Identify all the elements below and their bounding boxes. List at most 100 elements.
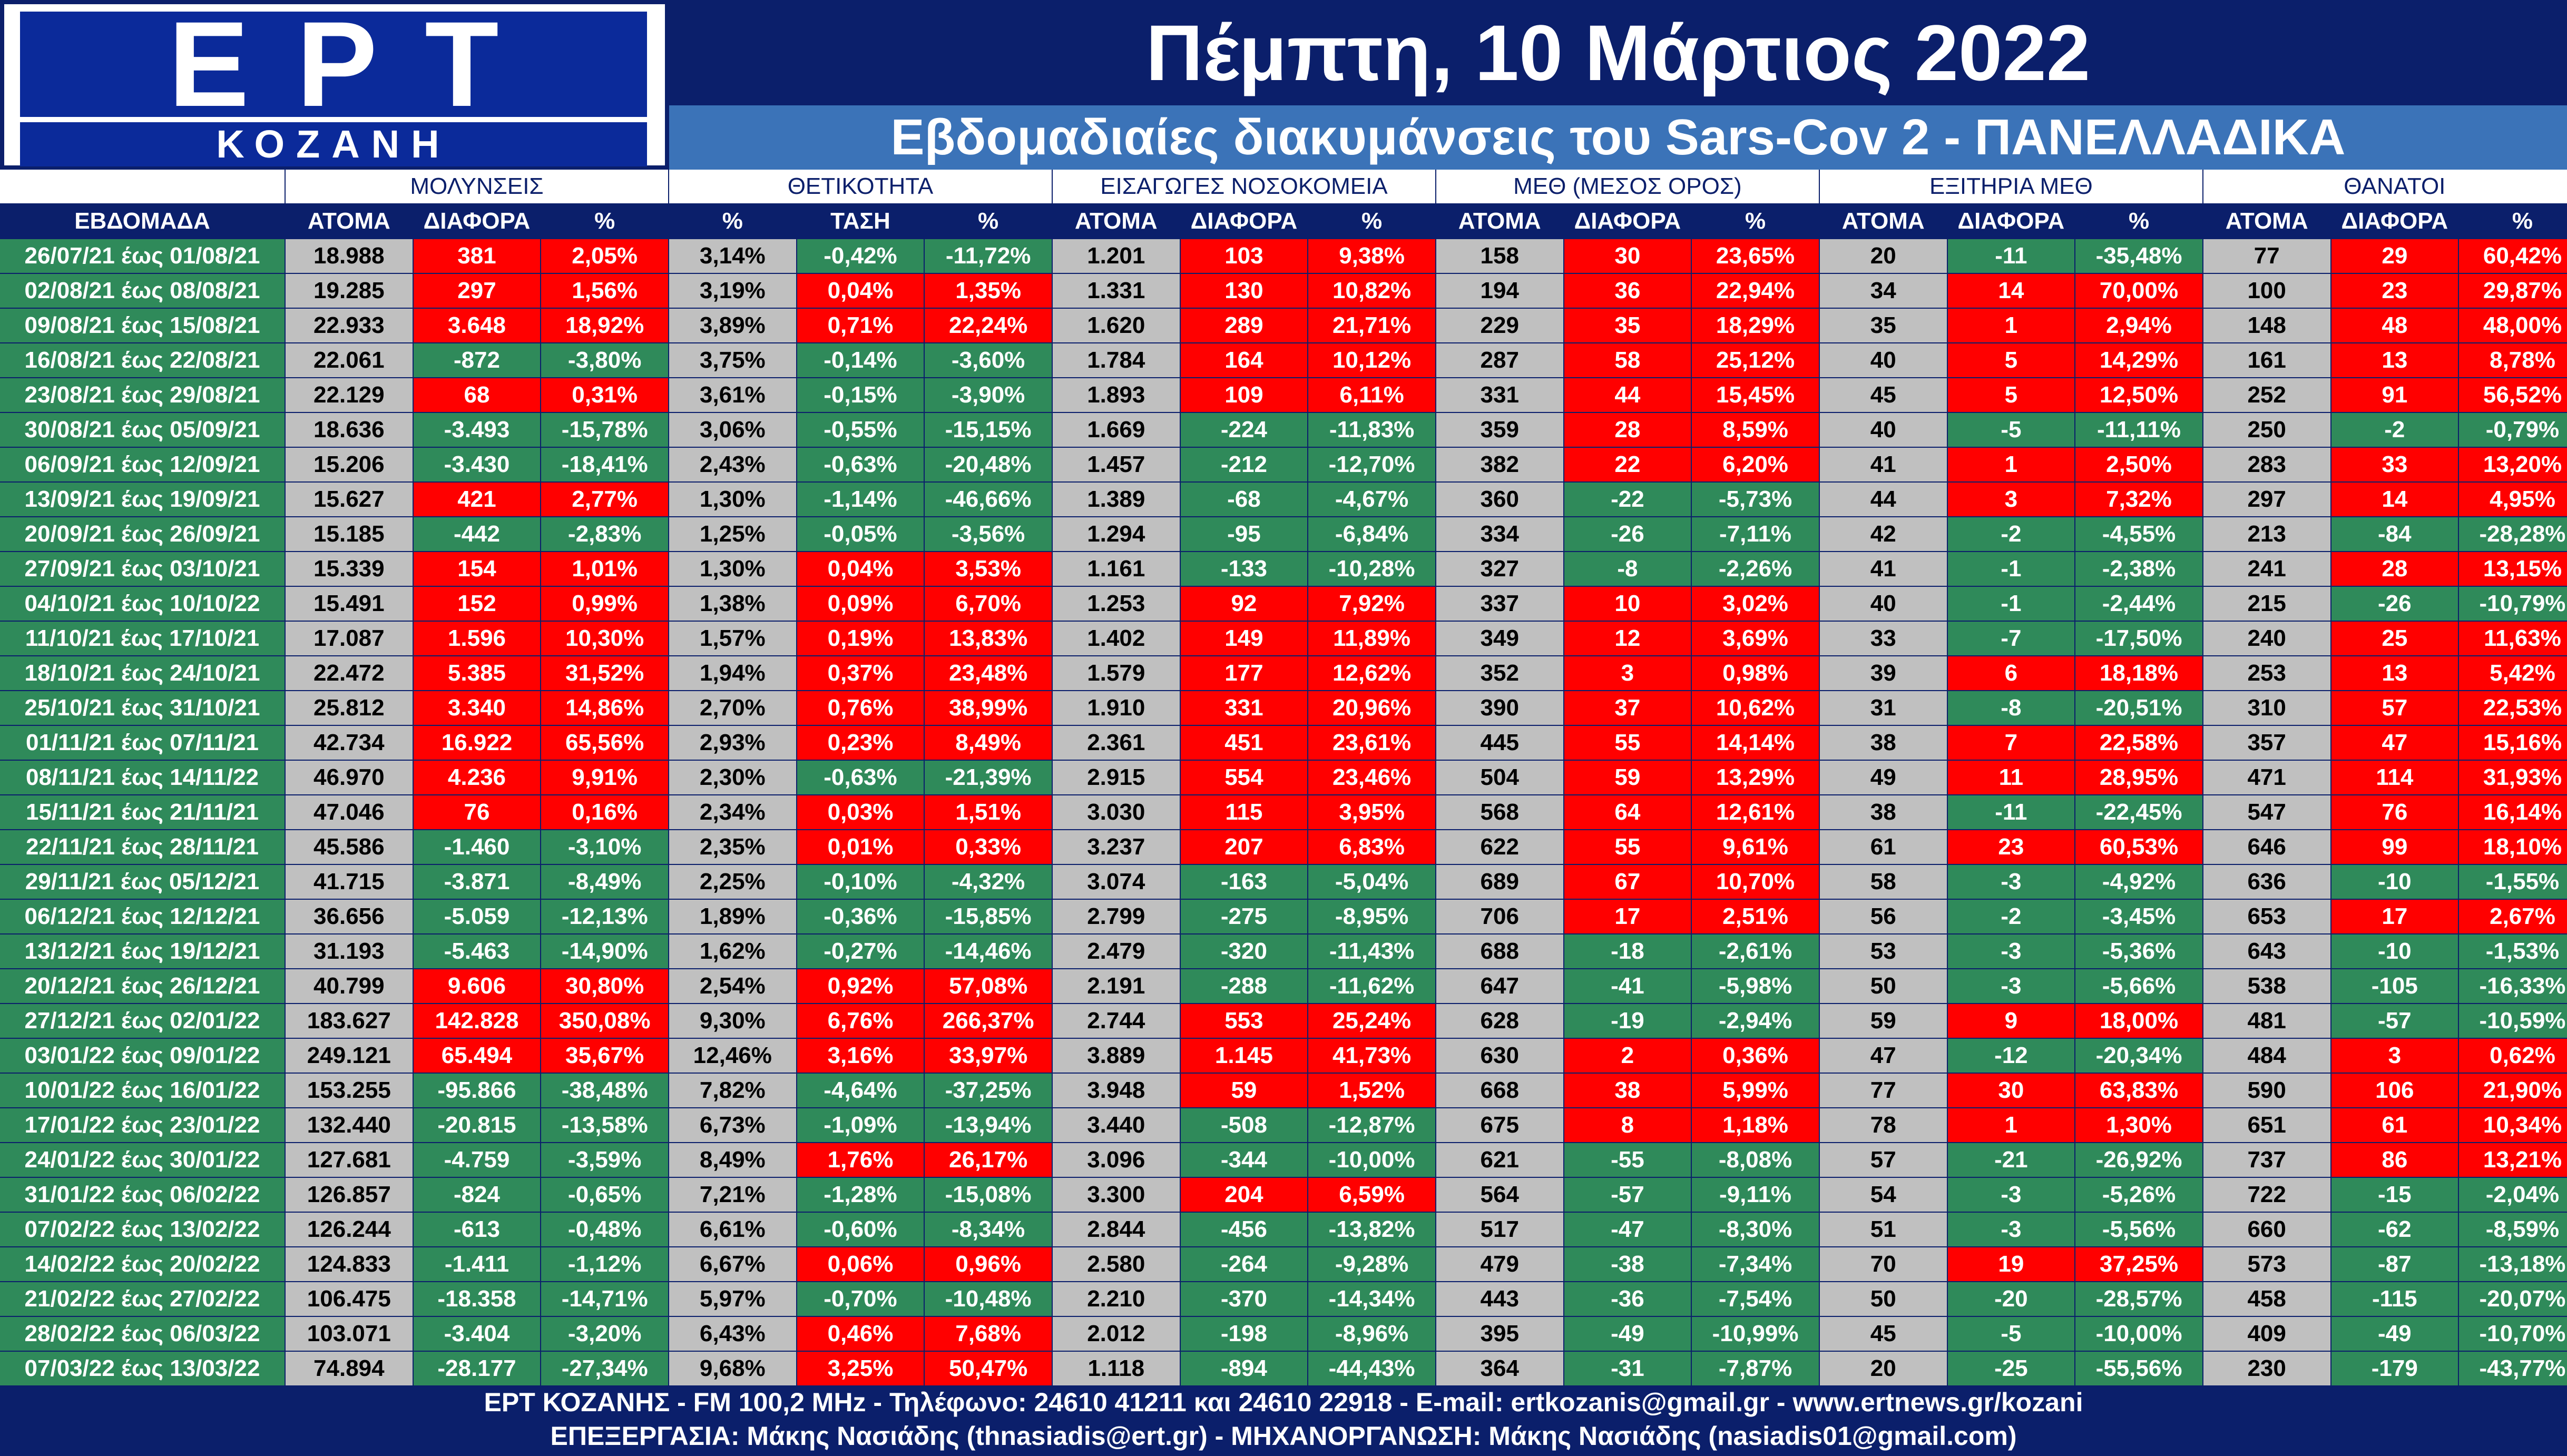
week-cell: 20/12/21 έως 26/12/21 — [0, 969, 285, 1003]
change-cell: -212 — [1180, 448, 1308, 481]
change-cell: -38,48% — [541, 1074, 668, 1107]
value-cell: 484 — [2203, 1039, 2330, 1073]
change-cell: -1,09% — [797, 1108, 924, 1142]
column-header: % — [1308, 204, 1435, 238]
change-cell: -105 — [2331, 969, 2458, 1003]
change-cell: -0,05% — [797, 517, 924, 551]
value-cell: 15.185 — [286, 517, 413, 551]
value-cell: 2,70% — [669, 691, 796, 725]
value-cell: 334 — [1436, 517, 1563, 551]
change-cell: 37,25% — [2075, 1247, 2202, 1281]
change-cell: 23,65% — [1692, 239, 1819, 273]
change-cell: -0,14% — [797, 343, 924, 377]
change-cell: 3,02% — [1692, 587, 1819, 621]
change-cell: -894 — [1180, 1352, 1308, 1385]
value-cell: 1.457 — [1052, 448, 1180, 481]
weekly-table: ΜΟΛΥΝΣΕΙΣ ΘΕΤΙΚΟΤΗΤΑ ΕΙΣΑΓΩΓΕΣ ΝΟΣΟΚΟΜΕΙΑ Μ… — [0, 170, 2567, 1420]
value-cell: 3,06% — [669, 413, 796, 447]
change-cell: 64 — [1564, 795, 1691, 829]
change-cell: 10,70% — [1692, 865, 1819, 899]
group-header: ΜΟΛΥΝΣΕΙΣ — [286, 170, 668, 203]
value-cell: 1.331 — [1052, 274, 1180, 308]
change-cell: -8,49% — [541, 865, 668, 899]
change-cell: 109 — [1180, 378, 1308, 412]
change-cell: -824 — [413, 1178, 541, 1212]
change-cell: -15,15% — [925, 413, 1052, 447]
change-cell: -11 — [1947, 239, 2075, 273]
change-cell: -5 — [1947, 413, 2075, 447]
change-cell: 0,36% — [1692, 1039, 1819, 1073]
value-cell: 1,38% — [669, 587, 796, 621]
value-cell: 161 — [2203, 343, 2330, 377]
value-cell: 382 — [1436, 448, 1563, 481]
change-cell: 18,00% — [2075, 1004, 2202, 1038]
change-cell: -13,58% — [541, 1108, 668, 1142]
change-cell: -8,34% — [925, 1213, 1052, 1246]
change-cell: 10,62% — [1692, 691, 1819, 725]
column-header: ΔΙΑΦΟΡΑ — [2331, 204, 2458, 238]
change-cell: -5.463 — [413, 934, 541, 968]
change-cell: 114 — [2331, 761, 2458, 794]
change-cell: -9,11% — [1692, 1178, 1819, 1212]
change-cell: 0,99% — [541, 587, 668, 621]
change-cell: 0,76% — [797, 691, 924, 725]
change-cell: 3.648 — [413, 309, 541, 342]
change-cell: -55,56% — [2075, 1352, 2202, 1385]
report-date: Πέμπτη, 10 Μάρτιος 2022 — [669, 0, 2567, 105]
change-cell: -87 — [2331, 1247, 2458, 1281]
change-cell: 10,12% — [1308, 343, 1435, 377]
value-cell: 1.669 — [1052, 413, 1180, 447]
footer-contact: ΕΡΤ ΚΟΖΑΝΗΣ - FM 100,2 MHz - Τηλέφωνο: 2… — [484, 1388, 2083, 1417]
value-cell: 40 — [1819, 413, 1947, 447]
change-cell: 14,86% — [541, 691, 668, 725]
change-cell: 38 — [1564, 1074, 1691, 1107]
change-cell: -3,10% — [541, 830, 668, 864]
change-cell: 22 — [1564, 448, 1691, 481]
value-cell: 622 — [1436, 830, 1563, 864]
change-cell: -20.815 — [413, 1108, 541, 1142]
change-cell: 1,56% — [541, 274, 668, 308]
value-cell: 61 — [1819, 830, 1947, 864]
change-cell: 26,17% — [925, 1143, 1052, 1177]
value-cell: 6,73% — [669, 1108, 796, 1142]
change-cell: -15,08% — [925, 1178, 1052, 1212]
week-cell: 04/10/21 έως 10/10/22 — [0, 587, 285, 621]
change-cell: -1.411 — [413, 1247, 541, 1281]
change-cell: 3,25% — [797, 1352, 924, 1385]
value-cell: 3.074 — [1052, 865, 1180, 899]
change-cell: -872 — [413, 343, 541, 377]
change-cell: 28 — [1564, 413, 1691, 447]
change-cell: 331 — [1180, 691, 1308, 725]
change-cell: -8,30% — [1692, 1213, 1819, 1246]
change-cell: 70,00% — [2075, 274, 2202, 308]
change-cell: -5.059 — [413, 900, 541, 933]
change-cell: 3,95% — [1308, 795, 1435, 829]
change-cell: 3 — [2331, 1039, 2458, 1073]
change-cell: 9.606 — [413, 969, 541, 1003]
change-cell: 29 — [2331, 239, 2458, 273]
change-cell: 0,31% — [541, 378, 668, 412]
change-cell: 0,23% — [797, 726, 924, 760]
value-cell: 15.339 — [286, 552, 413, 586]
value-cell: 18.636 — [286, 413, 413, 447]
change-cell: 10,82% — [1308, 274, 1435, 308]
change-cell: -0,65% — [541, 1178, 668, 1212]
change-cell: -20,51% — [2075, 691, 2202, 725]
change-cell: -7,87% — [1692, 1352, 1819, 1385]
change-cell: 59 — [1564, 761, 1691, 794]
change-cell: 7,92% — [1308, 587, 1435, 621]
value-cell: 58 — [1819, 865, 1947, 899]
change-cell: 23,61% — [1308, 726, 1435, 760]
change-cell: 28 — [2331, 552, 2458, 586]
column-header: ΑΤΟΜΑ — [1052, 204, 1180, 238]
change-cell: -19 — [1564, 1004, 1691, 1038]
change-cell: 22,58% — [2075, 726, 2202, 760]
week-cell: 31/01/22 έως 06/02/22 — [0, 1178, 285, 1212]
value-cell: 5,97% — [669, 1282, 796, 1316]
footer-credits: ΕΠΕΞΕΡΓΑΣΙΑ: Μάκης Νασιάδης (thnasiadis@… — [550, 1421, 2017, 1451]
value-cell: 706 — [1436, 900, 1563, 933]
value-cell: 1,30% — [669, 483, 796, 516]
value-cell: 2,25% — [669, 865, 796, 899]
change-cell: 554 — [1180, 761, 1308, 794]
